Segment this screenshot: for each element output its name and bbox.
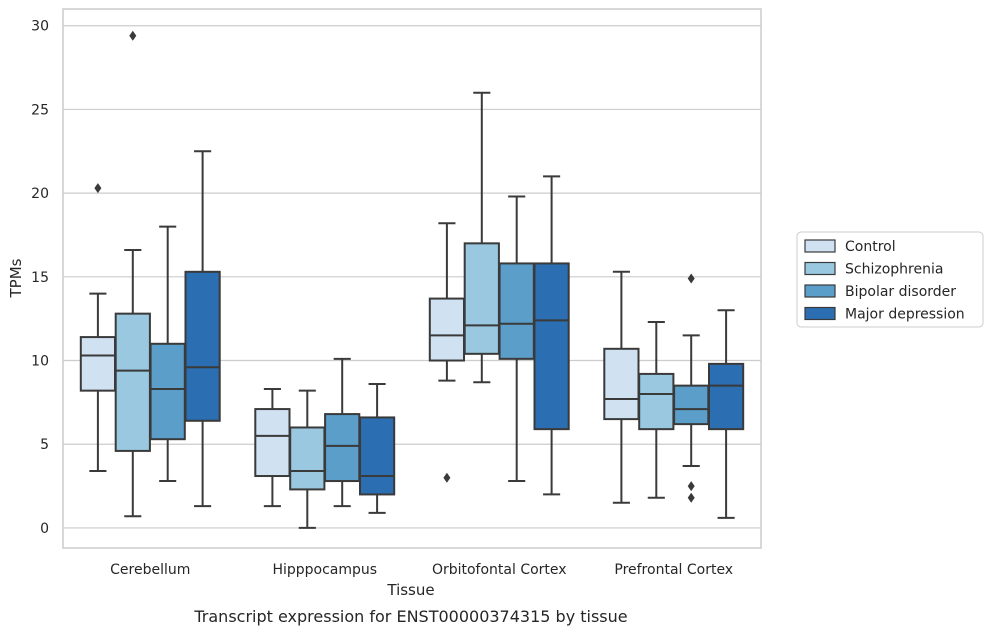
legend-label: Major depression: [845, 307, 965, 323]
box-schizophrenia: [289, 389, 326, 529]
chart-caption: Transcript expression for ENST0000037431…: [193, 607, 627, 626]
legend-swatch: [804, 284, 836, 298]
x-tick-label: Orbitofontal Cortex: [432, 562, 567, 578]
box-major-depression: [707, 309, 745, 519]
box-body: [533, 262, 570, 431]
y-tick-label: 25: [31, 102, 49, 118]
legend-swatch: [804, 306, 836, 321]
box-body: [428, 297, 466, 362]
legend-label: Schizophrenia: [845, 262, 943, 278]
box-body: [358, 416, 396, 496]
box-bipolar-disorder: [324, 357, 361, 508]
box-body: [638, 372, 675, 431]
x-tick-label: Cerebellum: [110, 562, 190, 578]
y-tick-label: 15: [31, 270, 49, 286]
x-tick-label: Hipppocampus: [272, 562, 377, 578]
box-control: [254, 387, 291, 508]
box-body: [114, 312, 151, 452]
legend: Control Schizophrenia Bipolar disorder Majo…: [796, 231, 984, 328]
legend-swatch: [804, 261, 836, 276]
box-bipolar-disorder: [673, 273, 710, 503]
outlier-point: [687, 273, 695, 284]
box-body: [673, 384, 710, 426]
box-body: [324, 413, 361, 483]
x-tick-label: Prefrontal Cortex: [614, 562, 733, 578]
box-groups: [79, 30, 745, 529]
box-bipolar-disorder: [149, 225, 186, 483]
box-schizophrenia: [463, 91, 500, 384]
outlier-point: [687, 481, 695, 492]
y-tick-label: 5: [40, 437, 49, 453]
box-major-depression: [533, 175, 570, 496]
box-bipolar-disorder: [498, 195, 535, 483]
y-tick-label: 10: [31, 354, 49, 370]
box-body: [184, 270, 221, 422]
box-body: [289, 426, 326, 491]
legend-swatch: [804, 239, 836, 253]
box-schizophrenia: [638, 321, 675, 499]
axes: 0 5 10 15 20 25 30 Cerebellum Hipppocampus Orbito…: [31, 19, 733, 578]
plot-frame: [62, 8, 762, 549]
y-tick-label: 30: [31, 19, 49, 35]
box-body: [498, 262, 535, 360]
outlier-point: [94, 183, 102, 194]
y-tick-label: 0: [40, 521, 49, 537]
y-tick-label: 20: [31, 186, 49, 202]
box-body: [603, 347, 640, 421]
y-axis-title: TPMs: [7, 258, 25, 298]
legend-label: Bipolar disorder: [845, 284, 956, 300]
box-major-depression: [184, 150, 221, 508]
legend-frame: [796, 231, 984, 328]
box-body: [79, 336, 117, 392]
box-major-depression: [358, 382, 396, 514]
outlier-point: [129, 30, 137, 41]
outlier-point: [687, 492, 695, 503]
box-body: [149, 342, 186, 441]
box-body: [463, 242, 500, 355]
legend-label: Control: [845, 239, 896, 255]
box-body: [254, 408, 291, 478]
box-control: [603, 270, 640, 504]
x-axis-title: Tissue: [386, 581, 434, 599]
box-schizophrenia: [114, 30, 151, 518]
box-body: [707, 362, 745, 431]
box-control: [79, 183, 117, 472]
outlier-point: [443, 472, 451, 483]
